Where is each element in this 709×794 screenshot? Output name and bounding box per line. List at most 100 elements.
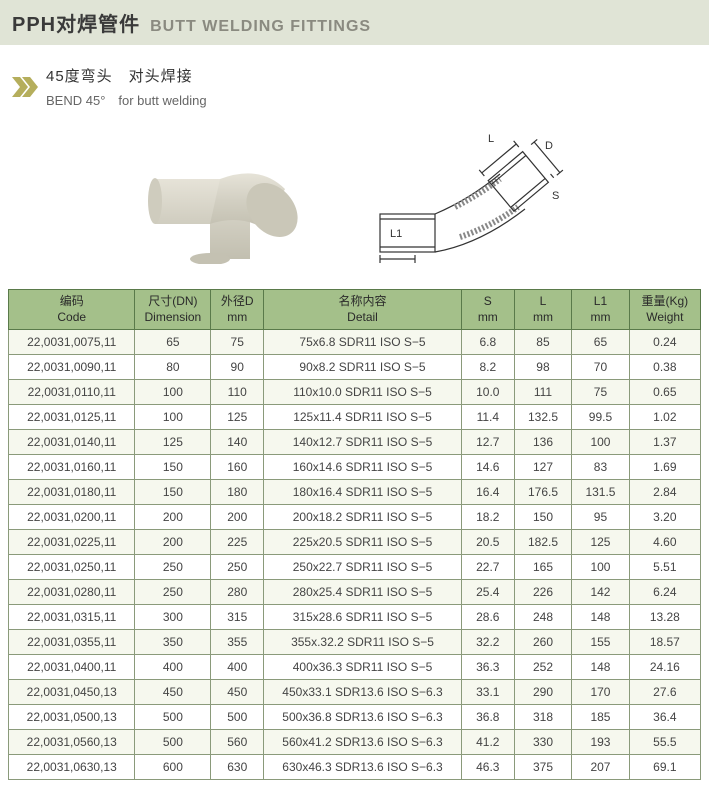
table-cell: 3.20 bbox=[629, 505, 700, 530]
table-cell: 160x14.6 SDR11 ISO S−5 bbox=[264, 455, 462, 480]
th-l: Lmm bbox=[514, 290, 571, 330]
table-cell: 200 bbox=[135, 505, 211, 530]
table-cell: 1.69 bbox=[629, 455, 700, 480]
table-cell: 22,0031,0355,11 bbox=[9, 630, 135, 655]
table-cell: 176.5 bbox=[514, 480, 571, 505]
table-row: 22,0031,0200,11200200200x18.2 SDR11 ISO … bbox=[9, 505, 701, 530]
table-row: 22,0031,0140,11125140140x12.7 SDR11 ISO … bbox=[9, 430, 701, 455]
table-cell: 65 bbox=[135, 330, 211, 355]
th-detail: 名称内容Detail bbox=[264, 290, 462, 330]
table-row: 22,0031,0125,11100125125x11.4 SDR11 ISO … bbox=[9, 405, 701, 430]
table-cell: 300 bbox=[135, 605, 211, 630]
table-cell: 500 bbox=[135, 730, 211, 755]
table-cell: 125 bbox=[211, 405, 264, 430]
table-cell: 450 bbox=[211, 680, 264, 705]
table-cell: 36.8 bbox=[461, 705, 514, 730]
page-header: PPH对焊管件 BUTT WELDING FITTINGS bbox=[0, 0, 709, 45]
table-cell: 180x16.4 SDR11 ISO S−5 bbox=[264, 480, 462, 505]
table-cell: 27.6 bbox=[629, 680, 700, 705]
table-cell: 248 bbox=[514, 605, 571, 630]
table-row: 22,0031,0630,13600630630x46.3 SDR13.6 IS… bbox=[9, 755, 701, 780]
table-header-row: 编码Code 尺寸(DN)Dimension 外径Dmm 名称内容Detail … bbox=[9, 290, 701, 330]
table-cell: 318 bbox=[514, 705, 571, 730]
table-cell: 193 bbox=[572, 730, 629, 755]
table-row: 22,0031,0090,11809090x8.2 SDR11 ISO S−58… bbox=[9, 355, 701, 380]
table-cell: 22.7 bbox=[461, 555, 514, 580]
table-cell: 375 bbox=[514, 755, 571, 780]
table-cell: 22,0031,0225,11 bbox=[9, 530, 135, 555]
table-row: 22,0031,0250,11250250250x22.7 SDR11 ISO … bbox=[9, 555, 701, 580]
table-cell: 185 bbox=[572, 705, 629, 730]
table-cell: 32.2 bbox=[461, 630, 514, 655]
table-cell: 70 bbox=[572, 355, 629, 380]
table-cell: 142 bbox=[572, 580, 629, 605]
table-cell: 450x33.1 SDR13.6 ISO S−6.3 bbox=[264, 680, 462, 705]
table-cell: 132.5 bbox=[514, 405, 571, 430]
technical-diagram: L D S L1 bbox=[360, 119, 570, 269]
table-cell: 22,0031,0090,11 bbox=[9, 355, 135, 380]
table-cell: 100 bbox=[572, 430, 629, 455]
table-cell: 22,0031,0140,11 bbox=[9, 430, 135, 455]
table-cell: 85 bbox=[514, 330, 571, 355]
table-cell: 16.4 bbox=[461, 480, 514, 505]
table-cell: 25.4 bbox=[461, 580, 514, 605]
table-row: 22,0031,0500,13500500500x36.8 SDR13.6 IS… bbox=[9, 705, 701, 730]
table-cell: 131.5 bbox=[572, 480, 629, 505]
table-cell: 75x6.8 SDR11 ISO S−5 bbox=[264, 330, 462, 355]
table-cell: 140x12.7 SDR11 ISO S−5 bbox=[264, 430, 462, 455]
table-cell: 90x8.2 SDR11 ISO S−5 bbox=[264, 355, 462, 380]
page-title-en: BUTT WELDING FITTINGS bbox=[150, 18, 371, 36]
table-cell: 22,0031,0500,13 bbox=[9, 705, 135, 730]
table-cell: 225 bbox=[211, 530, 264, 555]
diagram-label-L1: L1 bbox=[390, 228, 402, 240]
table-cell: 100 bbox=[135, 405, 211, 430]
sub-header-arrow-block: 45度弯头 对头焊接 BEND 45° for butt welding bbox=[12, 65, 207, 109]
table-cell: 13.28 bbox=[629, 605, 700, 630]
table-cell: 280 bbox=[211, 580, 264, 605]
table-cell: 355x.32.2 SDR11 ISO S−5 bbox=[264, 630, 462, 655]
table-cell: 46.3 bbox=[461, 755, 514, 780]
table-cell: 65 bbox=[572, 330, 629, 355]
table-cell: 22,0031,0250,11 bbox=[9, 555, 135, 580]
table-cell: 69.1 bbox=[629, 755, 700, 780]
table-cell: 125 bbox=[572, 530, 629, 555]
table-cell: 315 bbox=[211, 605, 264, 630]
table-cell: 207 bbox=[572, 755, 629, 780]
table-cell: 500 bbox=[211, 705, 264, 730]
table-cell: 180 bbox=[211, 480, 264, 505]
table-cell: 36.3 bbox=[461, 655, 514, 680]
table-row: 22,0031,0180,11150180180x16.4 SDR11 ISO … bbox=[9, 480, 701, 505]
table-cell: 111 bbox=[514, 380, 571, 405]
table-cell: 600 bbox=[135, 755, 211, 780]
table-cell: 22,0031,0125,11 bbox=[9, 405, 135, 430]
table-cell: 99.5 bbox=[572, 405, 629, 430]
table-cell: 200 bbox=[135, 530, 211, 555]
diagram-label-D: D bbox=[545, 140, 553, 152]
table-cell: 165 bbox=[514, 555, 571, 580]
table-row: 22,0031,0355,11350355355x.32.2 SDR11 ISO… bbox=[9, 630, 701, 655]
table-cell: 24.16 bbox=[629, 655, 700, 680]
table-cell: 400x36.3 SDR11 ISO S−5 bbox=[264, 655, 462, 680]
table-cell: 12.7 bbox=[461, 430, 514, 455]
sub-title-en: BEND 45° for butt welding bbox=[46, 90, 207, 109]
table-cell: 22,0031,0110,11 bbox=[9, 380, 135, 405]
table-cell: 226 bbox=[514, 580, 571, 605]
table-cell: 22,0031,0630,13 bbox=[9, 755, 135, 780]
table-row: 22,0031,0560,13500560560x41.2 SDR13.6 IS… bbox=[9, 730, 701, 755]
table-cell: 20.5 bbox=[461, 530, 514, 555]
table-cell: 182.5 bbox=[514, 530, 571, 555]
table-cell: 22,0031,0180,11 bbox=[9, 480, 135, 505]
table-cell: 75 bbox=[211, 330, 264, 355]
image-row: L D S L1 bbox=[0, 119, 709, 289]
th-code: 编码Code bbox=[9, 290, 135, 330]
spec-table: 编码Code 尺寸(DN)Dimension 外径Dmm 名称内容Detail … bbox=[8, 289, 701, 780]
table-cell: 400 bbox=[211, 655, 264, 680]
table-cell: 148 bbox=[572, 605, 629, 630]
table-cell: 100 bbox=[572, 555, 629, 580]
table-cell: 1.37 bbox=[629, 430, 700, 455]
table-cell: 125x11.4 SDR11 ISO S−5 bbox=[264, 405, 462, 430]
table-cell: 36.4 bbox=[629, 705, 700, 730]
table-cell: 200 bbox=[211, 505, 264, 530]
sub-header: 45度弯头 对头焊接 BEND 45° for butt welding bbox=[0, 45, 709, 119]
table-cell: 280x25.4 SDR11 ISO S−5 bbox=[264, 580, 462, 605]
